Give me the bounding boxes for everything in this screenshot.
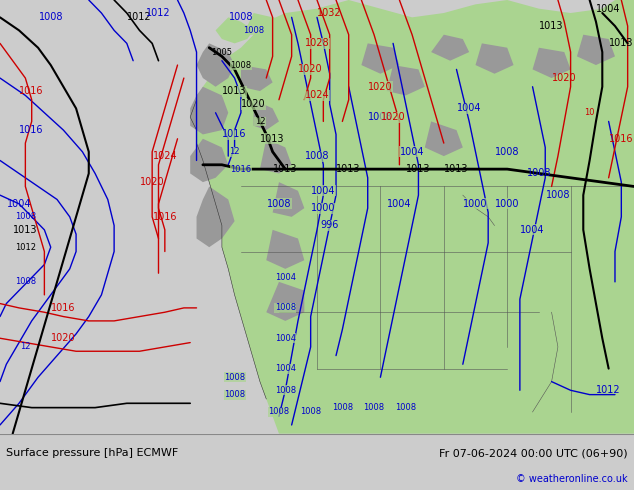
Text: 1008: 1008 [395,403,417,412]
Text: 1008: 1008 [275,303,296,313]
Polygon shape [431,35,469,61]
Polygon shape [190,87,228,134]
Text: 1008: 1008 [300,408,321,416]
Text: 1008: 1008 [15,277,36,286]
Text: 1013: 1013 [609,38,633,49]
Text: 1004: 1004 [387,199,411,209]
Text: 12: 12 [255,117,265,126]
Text: 1020: 1020 [242,99,266,109]
Text: 1016: 1016 [230,165,252,173]
Text: 1032: 1032 [318,8,342,18]
Text: 1008: 1008 [275,386,296,395]
Text: 1008: 1008 [224,390,245,399]
Text: 1013: 1013 [273,164,297,174]
Text: 1028: 1028 [305,38,329,49]
Text: 1020: 1020 [368,82,392,92]
Text: 1016: 1016 [223,129,247,140]
Text: 1013: 1013 [406,164,430,174]
Text: 1008: 1008 [229,12,253,23]
Text: 1013: 1013 [261,134,285,144]
Text: 1008: 1008 [268,408,290,416]
Polygon shape [197,44,235,87]
Text: 1013: 1013 [540,21,564,31]
Text: 1004: 1004 [275,364,296,373]
Text: 1004: 1004 [275,334,296,343]
Text: 1004: 1004 [275,273,296,282]
Polygon shape [273,182,304,217]
Text: 1008: 1008 [243,26,264,35]
Polygon shape [247,13,304,35]
Text: Fr 07-06-2024 00:00 UTC (06+90): Fr 07-06-2024 00:00 UTC (06+90) [439,448,628,458]
Text: 1013: 1013 [223,86,247,96]
Text: 1016: 1016 [153,212,177,222]
Text: 1004: 1004 [597,3,621,14]
Text: 1008: 1008 [267,199,291,209]
Text: 1008: 1008 [495,147,519,157]
Text: 1008: 1008 [368,112,392,122]
Polygon shape [361,44,399,74]
Text: 1004: 1004 [521,225,545,235]
Text: 1012: 1012 [146,8,171,18]
Text: Surface pressure [hPa] ECMWF: Surface pressure [hPa] ECMWF [6,448,179,458]
Text: 996: 996 [321,220,339,230]
Text: 1013: 1013 [13,225,37,235]
Text: 1008: 1008 [527,169,551,178]
Text: © weatheronline.co.uk: © weatheronline.co.uk [516,474,628,484]
Polygon shape [197,187,235,247]
Text: 1020: 1020 [552,73,576,83]
Text: 1020: 1020 [140,177,164,187]
Text: 1008: 1008 [332,403,353,412]
Polygon shape [190,0,634,434]
Text: 1008: 1008 [546,190,570,200]
Text: 1004: 1004 [457,103,481,113]
Text: 1005: 1005 [211,48,233,56]
Polygon shape [266,230,304,269]
Text: 1008: 1008 [15,212,36,221]
Text: 1020: 1020 [51,333,75,343]
Polygon shape [387,65,425,96]
Polygon shape [533,48,571,78]
Text: 1004: 1004 [400,147,424,157]
Text: 1016: 1016 [609,134,633,144]
Text: 12: 12 [20,343,30,351]
Text: 1008: 1008 [224,373,245,382]
Polygon shape [260,139,292,173]
Polygon shape [216,17,254,44]
Polygon shape [241,65,273,91]
Text: 1008: 1008 [305,151,329,161]
Polygon shape [254,100,279,130]
Text: 1008: 1008 [363,403,385,412]
Text: 1000: 1000 [311,203,335,213]
Text: 1016: 1016 [20,86,44,96]
Text: 1013: 1013 [337,164,361,174]
Text: 1016: 1016 [51,303,75,313]
Polygon shape [577,35,615,65]
Text: 1024: 1024 [153,151,177,161]
Text: 1013: 1013 [444,164,469,174]
Text: 1008: 1008 [39,12,63,23]
Text: 1008: 1008 [230,61,252,70]
Polygon shape [266,282,304,321]
Text: 1012: 1012 [597,385,621,395]
Text: 1012: 1012 [127,12,152,23]
Polygon shape [476,44,514,74]
Text: 1024: 1024 [305,90,329,100]
Text: 1020: 1020 [381,112,405,122]
Text: 1012: 1012 [15,243,36,252]
Text: 10: 10 [585,108,595,117]
Text: 12: 12 [230,147,240,156]
Text: 1004: 1004 [7,199,31,209]
Text: 1004: 1004 [311,186,335,196]
Text: 1000: 1000 [495,199,519,209]
Polygon shape [190,139,228,182]
Text: 1000: 1000 [463,199,488,209]
Polygon shape [425,122,463,156]
Text: 1016: 1016 [20,125,44,135]
Text: 1020: 1020 [299,64,323,74]
